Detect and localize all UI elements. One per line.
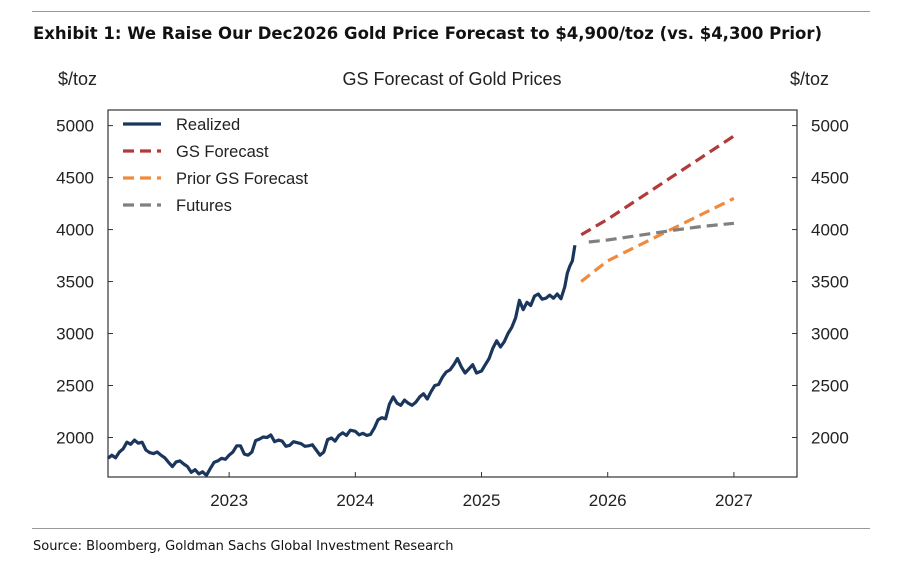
legend-label: Futures bbox=[176, 197, 232, 215]
legend-label: Realized bbox=[176, 116, 240, 134]
series-line-prior-gs-forecast bbox=[580, 196, 735, 283]
y-tick-left-label: 3000 bbox=[56, 325, 94, 344]
y-tick-left-label: 5000 bbox=[56, 117, 94, 136]
y-tick-right-label: 5000 bbox=[811, 117, 849, 136]
x-tick-label: 2025 bbox=[463, 491, 501, 510]
legend-label: GS Forecast bbox=[176, 143, 269, 161]
y-axis-left-label: $/toz bbox=[58, 69, 97, 89]
y-tick-right-label: 2500 bbox=[811, 377, 849, 396]
source-note: Source: Bloomberg, Goldman Sachs Global … bbox=[33, 539, 454, 554]
chart-title: GS Forecast of Gold Prices bbox=[342, 69, 561, 89]
series-lines bbox=[106, 134, 735, 477]
y-axis-left: 2000 2500 3000 3500 4000 4500 5000 bbox=[56, 117, 113, 447]
y-tick-right-label: 4500 bbox=[811, 169, 849, 188]
y-tick-left-label: 2500 bbox=[56, 377, 94, 396]
y-axis-right: 2000 2500 3000 3500 4000 4500 5000 bbox=[792, 117, 849, 447]
x-tick-label: 2024 bbox=[336, 491, 374, 510]
y-axis-right-label: $/toz bbox=[790, 69, 829, 89]
y-tick-right-label: 3000 bbox=[811, 325, 849, 344]
exhibit-title: Exhibit 1: We Raise Our Dec2026 Gold Pri… bbox=[33, 24, 823, 43]
y-tick-right-label: 4000 bbox=[811, 221, 849, 240]
y-tick-left-label: 2000 bbox=[56, 428, 94, 447]
series-line-gs-forecast bbox=[580, 134, 735, 237]
bottom-rule bbox=[32, 528, 870, 529]
x-tick-label: 2027 bbox=[715, 491, 753, 510]
y-tick-left-label: 4500 bbox=[56, 169, 94, 188]
x-axis: 2023 2024 2025 2026 2027 bbox=[210, 472, 753, 510]
series-line-futures bbox=[588, 221, 735, 244]
x-tick-label: 2023 bbox=[210, 491, 248, 510]
legend: Realized GS Forecast Prior GS Forecast Futu… bbox=[123, 116, 308, 215]
x-tick-label: 2026 bbox=[589, 491, 627, 510]
y-tick-left-label: 3500 bbox=[56, 273, 94, 292]
plot-frame bbox=[107, 109, 798, 478]
legend-label: Prior GS Forecast bbox=[176, 170, 308, 188]
series-line-realized bbox=[106, 244, 577, 477]
y-tick-left-label: 4000 bbox=[56, 221, 94, 240]
y-tick-right-label: 2000 bbox=[811, 428, 849, 447]
y-tick-right-label: 3500 bbox=[811, 273, 849, 292]
top-rule bbox=[32, 11, 870, 12]
